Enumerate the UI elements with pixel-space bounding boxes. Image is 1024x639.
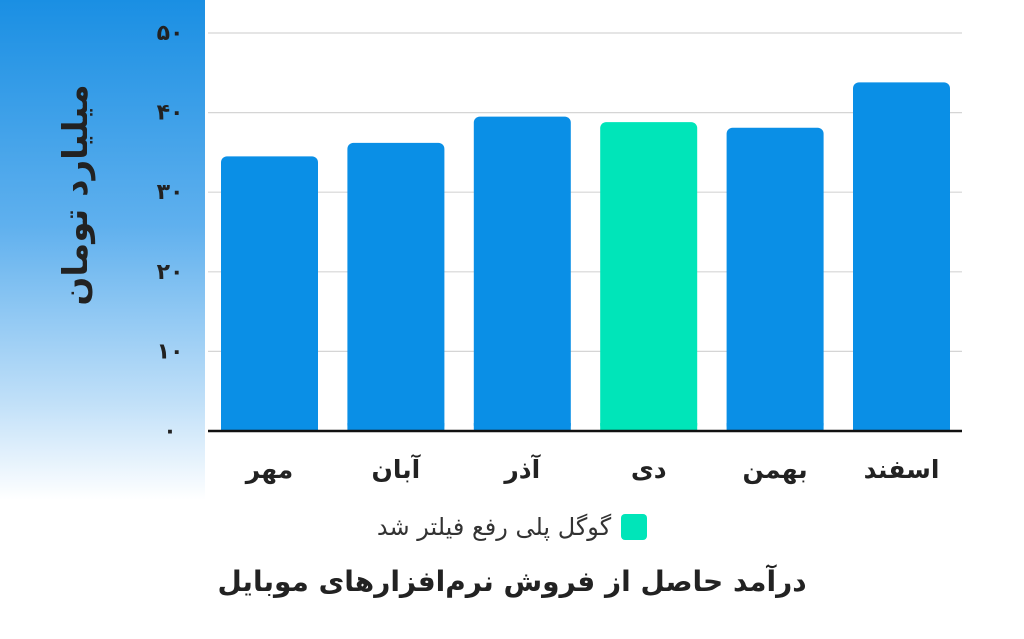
x-tick-label: آبان <box>372 454 422 484</box>
legend-label: گوگل پلی رفع فیلتر شد <box>376 513 612 541</box>
bar-base <box>347 423 445 431</box>
y-tick-label: ۱۰ <box>157 339 184 364</box>
x-tick-label: اسفند <box>864 455 940 484</box>
bar-base <box>473 423 571 431</box>
bar-chart: ۰ ۱۰ ۲۰ ۳۰ ۴۰ ۵۰ مهر آبان آذر دی بهمن اسفند <box>157 21 962 485</box>
bars <box>221 82 950 432</box>
y-tick-label: ۳۰ <box>157 180 184 205</box>
bar-base <box>726 423 824 431</box>
x-tick-labels: مهر آبان آذر دی بهمن اسفند <box>244 454 940 485</box>
legend-swatch <box>621 514 648 540</box>
x-tick-label: مهر <box>244 455 294 485</box>
gridlines <box>208 32 962 352</box>
y-tick-label: ۴۰ <box>157 101 184 126</box>
y-tick-label: ۵۰ <box>157 21 184 46</box>
legend: گوگل پلی رفع فیلتر شد <box>0 513 1024 541</box>
x-tick-label: دی <box>631 455 667 484</box>
bar <box>600 122 698 431</box>
y-tick-label: ۰ <box>163 419 176 444</box>
bar-base <box>600 423 698 431</box>
bar <box>473 116 571 431</box>
chart-title: درآمد حاصل از فروش نرم‌افزارهای موبایل <box>217 565 807 598</box>
y-tick-label: ۲۰ <box>157 260 184 285</box>
y-tick-labels: ۰ ۱۰ ۲۰ ۳۰ ۴۰ ۵۰ <box>157 21 184 444</box>
x-tick-label: آذر <box>502 454 541 484</box>
bar-base <box>221 423 318 431</box>
bar <box>221 156 318 431</box>
y-axis-title: میلیارد تومان <box>56 84 96 306</box>
bar <box>853 82 950 432</box>
x-tick-label: بهمن <box>743 455 808 485</box>
bar <box>347 142 445 431</box>
side-gradient-panel <box>0 0 205 500</box>
bar-base <box>853 423 950 431</box>
bar <box>726 127 824 431</box>
